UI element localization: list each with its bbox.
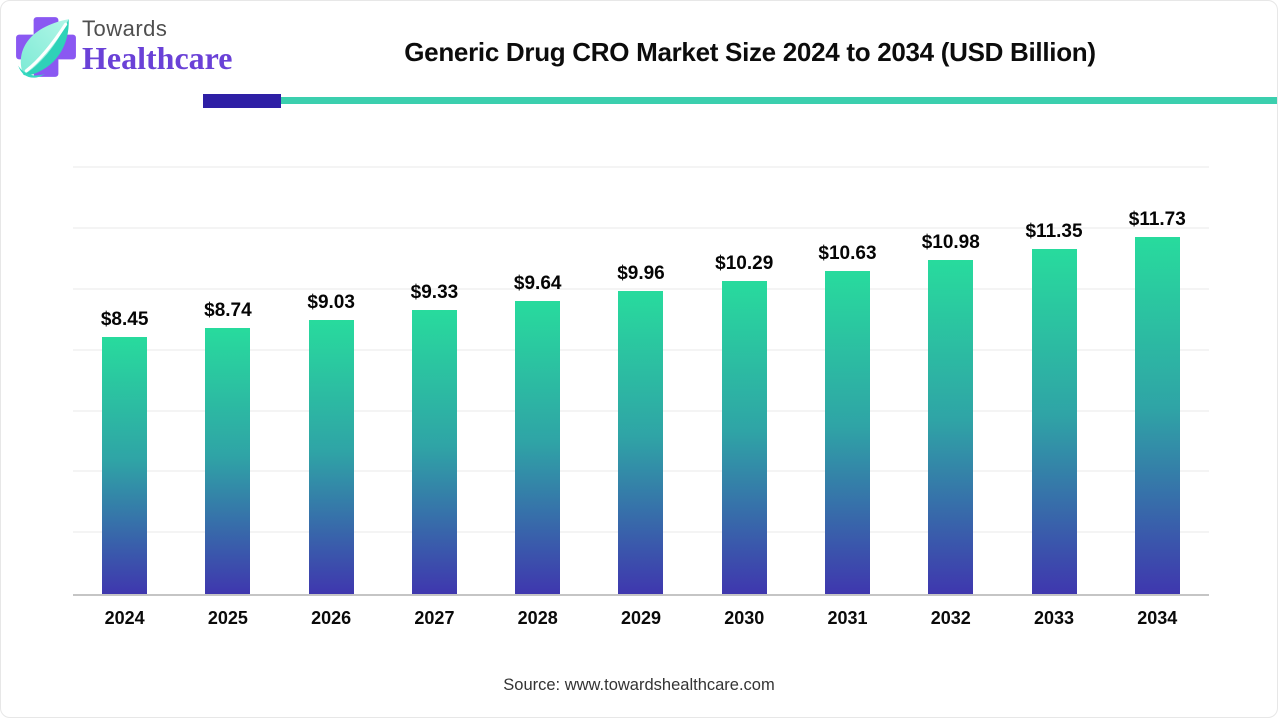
bar-value-label: $10.29	[715, 253, 774, 275]
bar-column: $8.74	[176, 300, 279, 594]
x-axis-labels: 2024 2025 2026 2027 2028 2029 2030 2031 2032 2033…	[73, 608, 1209, 629]
bar	[205, 328, 251, 594]
bar-column: $9.33	[383, 282, 486, 594]
brand-name-top: Towards	[82, 16, 168, 41]
x-axis-tick-label: 2032	[930, 608, 971, 628]
logo-text: Towards Healthcare	[82, 16, 233, 76]
header-accent-purple-bar	[203, 94, 281, 108]
x-axis-tick-label: 2033	[1034, 608, 1075, 628]
towards-healthcare-logo: Towards Healthcare	[14, 13, 232, 81]
bar-column: $9.64	[486, 273, 589, 594]
bar	[721, 281, 767, 594]
bar	[102, 337, 148, 594]
bar-value-label: $9.96	[617, 263, 665, 285]
bar-value-label: $9.03	[307, 291, 355, 313]
header-accent-teal-line	[281, 97, 1277, 104]
bar	[1031, 249, 1077, 594]
brand-name-bottom: Healthcare	[82, 40, 233, 76]
x-axis-tick-label: 2031	[827, 608, 868, 628]
x-axis-tick-label: 2030	[724, 608, 765, 628]
source-attribution: Source: www.towardshealthcare.com	[503, 676, 775, 694]
x-axis-tick-label: 2028	[517, 608, 558, 628]
bar-column: $10.29	[693, 253, 796, 594]
bar-value-label: $11.73	[1128, 209, 1186, 231]
x-axis-tick-label: 2026	[311, 608, 352, 628]
bar-column: $9.03	[280, 291, 383, 594]
gridline	[73, 227, 1209, 230]
x-axis-tick-label: 2024	[104, 608, 145, 628]
bar-column: $11.35	[1002, 221, 1105, 594]
bar	[515, 300, 561, 594]
bar-value-label: $11.35	[1025, 221, 1083, 242]
bar-value-label: $10.98	[921, 232, 980, 254]
bar-column: $10.63	[796, 243, 899, 594]
x-axis-tick-label: 2029	[620, 608, 661, 628]
bar	[928, 260, 974, 594]
bar-value-label: $9.64	[513, 272, 562, 294]
bar	[1134, 237, 1180, 594]
bar	[411, 310, 457, 594]
plot-area: $8.45 $8.74 $9.03 $9.33 $9.64 $9.96 $10.29 $10.…	[73, 151, 1209, 596]
bar	[618, 291, 664, 594]
bar-value-label: $8.45	[100, 309, 149, 331]
x-axis-tick-label: 2027	[414, 608, 455, 628]
bar-column: $8.45	[73, 309, 176, 594]
bar-value-label: $9.33	[410, 282, 459, 304]
chart-title: Generic Drug CRO Market Size 2024 to 203…	[404, 37, 1096, 67]
bar	[308, 319, 354, 594]
x-axis-tick-label: 2025	[207, 608, 248, 628]
bar-value-label: $8.74	[204, 300, 252, 322]
bar-column: $9.96	[589, 263, 692, 594]
gridline	[73, 166, 1209, 169]
bar	[824, 270, 870, 594]
bar-value-label: $10.63	[818, 242, 877, 264]
x-axis-tick-label: 2034	[1137, 608, 1178, 628]
healthcare-cross-leaf-icon	[16, 17, 76, 78]
bar-column: $10.98	[899, 232, 1002, 594]
bar-group: $8.45 $8.74 $9.03 $9.33 $9.64 $9.96 $10.29 $10.…	[73, 151, 1209, 594]
gridline	[73, 288, 1209, 290]
bar-column: $11.73	[1106, 209, 1209, 594]
